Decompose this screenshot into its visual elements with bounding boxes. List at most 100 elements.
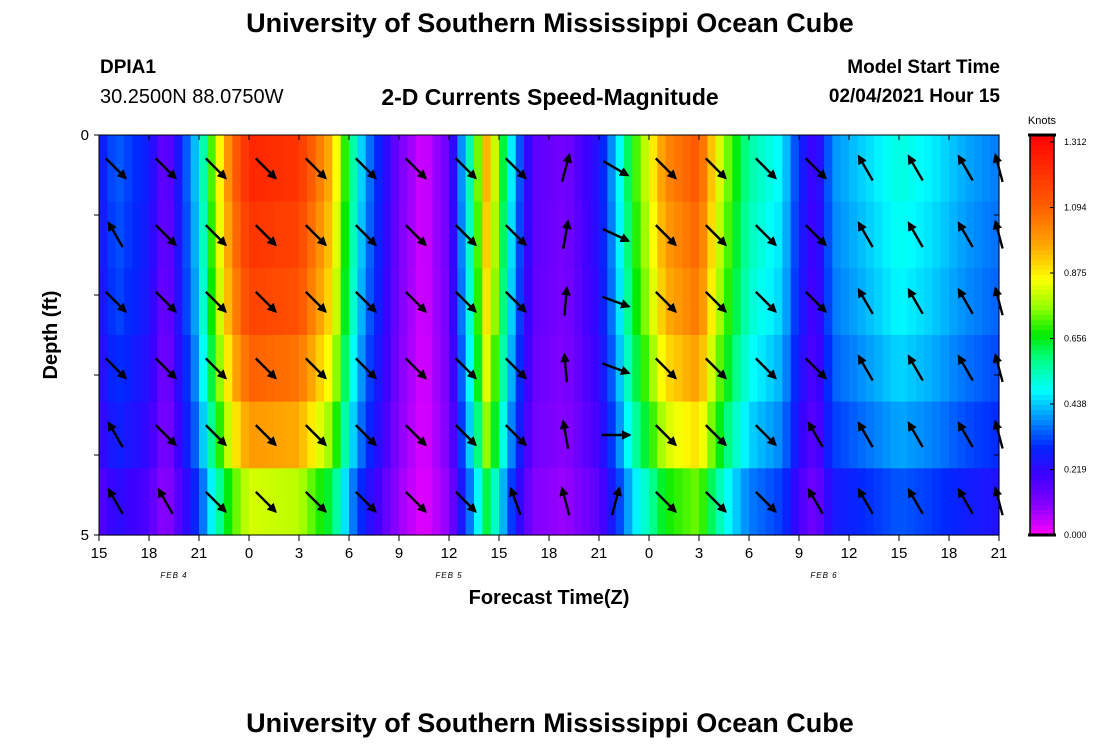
current-vector <box>857 287 874 315</box>
heatmap-cell <box>515 201 525 269</box>
colorbar-swatch <box>1030 350 1054 356</box>
heatmap-cell <box>199 268 208 336</box>
heatmap-cell <box>790 135 800 203</box>
current-vector <box>254 357 277 380</box>
heatmap-cell <box>907 468 917 536</box>
heatmap-cell <box>640 268 650 336</box>
model-start-value: 02/04/2021 Hour 15 <box>828 86 1000 107</box>
heatmap-cell <box>965 401 975 469</box>
colorbar-swatch <box>1030 195 1054 201</box>
heatmap-cell <box>649 468 658 536</box>
heatmap-cell <box>424 135 433 203</box>
heatmap-cell <box>990 468 1000 536</box>
heatmap-cell <box>824 268 833 336</box>
heatmap-cell <box>790 268 800 336</box>
heatmap-cell <box>424 268 433 336</box>
heatmap-cell <box>299 335 308 403</box>
colorbar-swatch <box>1030 140 1054 146</box>
heatmap-cell <box>765 335 775 403</box>
heatmap-cell <box>565 135 575 203</box>
heatmap-cell <box>882 268 892 336</box>
heatmap-cell <box>474 201 483 269</box>
heatmap-cell <box>890 201 900 269</box>
current-vector <box>654 157 677 180</box>
colorbar-swatch <box>1030 175 1054 181</box>
heatmap-cell <box>557 401 567 469</box>
heatmap-cell <box>274 135 283 203</box>
heatmap-cell <box>840 401 850 469</box>
heatmap-cell <box>265 135 275 203</box>
heatmap-cell <box>915 401 925 469</box>
heatmap-cell <box>207 401 217 469</box>
heatmap-cell <box>465 468 475 536</box>
heatmap-cell <box>540 135 550 203</box>
colorbar-swatch <box>1030 240 1054 246</box>
heatmap-cell <box>99 401 108 469</box>
heatmap-cell <box>665 335 675 403</box>
heatmap-cell <box>740 201 750 269</box>
heatmap-cell <box>182 268 192 336</box>
x-tick-label: 9 <box>395 545 403 562</box>
heatmap-cell <box>290 135 300 203</box>
current-vector <box>857 487 874 515</box>
heatmap-cell <box>140 335 150 403</box>
heatmap-cell <box>849 468 858 536</box>
heatmap-cell <box>107 201 117 269</box>
current-vector <box>907 421 924 448</box>
heatmap-cell <box>390 468 400 536</box>
heatmap-cell <box>740 335 750 403</box>
colorbar-swatch <box>1030 460 1054 466</box>
heatmap-cell <box>440 268 450 336</box>
heatmap-cell <box>107 468 117 536</box>
heatmap-cell <box>815 268 825 336</box>
heatmap-cell <box>765 401 775 469</box>
heatmap-cell <box>682 268 692 336</box>
current-vector <box>957 154 974 182</box>
current-vector <box>204 224 227 247</box>
heatmap-cell <box>657 135 667 203</box>
heatmap-cell <box>565 268 575 336</box>
heatmap-cell <box>815 135 825 203</box>
heatmap-cell <box>449 335 458 403</box>
heatmap-cell <box>274 468 283 536</box>
heatmap-cell <box>390 401 400 469</box>
heatmap-cell <box>99 268 108 336</box>
heatmap-cell <box>132 135 142 203</box>
heatmap-cell <box>590 201 600 269</box>
chart-title: 2-D Currents Speed-Magnitude <box>381 84 719 110</box>
heatmap-cell <box>674 268 683 336</box>
heatmap-cell <box>165 468 175 536</box>
heatmap-cell <box>315 268 325 336</box>
heatmap-cell <box>365 468 375 536</box>
heatmap-cell <box>599 135 608 203</box>
heatmap-cell <box>799 135 808 203</box>
heatmap-cell <box>665 201 675 269</box>
current-vector <box>602 160 630 177</box>
heatmap-cell <box>982 268 992 336</box>
heatmap-cell <box>940 268 950 336</box>
current-vector <box>857 221 874 248</box>
heatmap-cell <box>174 201 183 269</box>
heatmap-cell <box>974 135 983 203</box>
heatmap-cell <box>440 468 450 536</box>
heatmap-cell <box>449 468 458 536</box>
colorbar-swatch <box>1030 400 1054 406</box>
heatmap-cell <box>607 201 617 269</box>
heatmap-cell <box>340 335 350 403</box>
heatmap-cell <box>124 335 133 403</box>
heatmap-cell <box>632 135 642 203</box>
heatmap-cell <box>282 201 292 269</box>
heatmap-cell <box>799 401 808 469</box>
current-vector <box>204 357 227 380</box>
heatmap-cell <box>874 268 883 336</box>
heatmap-cell <box>232 335 242 403</box>
heatmap-cell <box>140 268 150 336</box>
heatmap-cell <box>490 468 500 536</box>
colorbar-swatch <box>1030 480 1054 486</box>
heatmap-cell <box>549 468 558 536</box>
heatmap-cell <box>707 268 717 336</box>
heatmap-cell <box>290 468 300 536</box>
colorbar-swatch <box>1030 440 1054 446</box>
heatmap-cell <box>807 201 817 269</box>
